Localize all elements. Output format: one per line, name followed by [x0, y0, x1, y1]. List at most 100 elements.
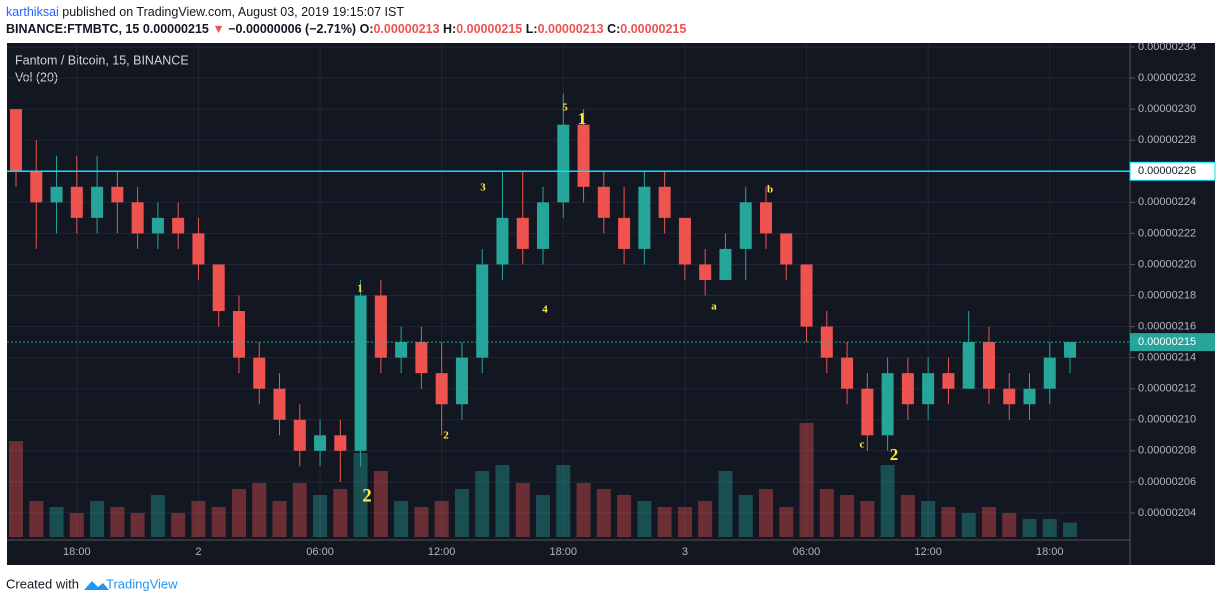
wave-label: 3	[480, 182, 486, 194]
x-tick-label: 12:00	[428, 546, 456, 558]
ohlc: 0.00000215	[620, 22, 687, 36]
candle-body	[962, 342, 975, 389]
x-tick-label: 12:00	[914, 546, 942, 558]
volume-bar	[840, 495, 855, 537]
y-tick-label: 0.00000224	[1138, 196, 1196, 208]
ohlc: 0.00000213	[537, 22, 604, 36]
candle-body	[212, 264, 225, 312]
wave-label: 2	[362, 485, 372, 506]
candle-body	[10, 109, 22, 172]
volume-bar	[819, 489, 834, 537]
candle-body	[70, 186, 83, 218]
candle-body	[172, 217, 185, 234]
volume-bar	[191, 501, 206, 537]
candle-body	[678, 217, 691, 265]
wave-label: c	[860, 439, 865, 451]
volume-bar	[698, 501, 713, 537]
candle-body	[820, 326, 833, 358]
volume-bar	[414, 507, 429, 537]
candle-body	[273, 388, 286, 420]
author[interactable]: karthiksai	[6, 5, 59, 19]
candle-body	[759, 202, 772, 234]
wave-label: b	[767, 184, 773, 196]
volume-bar	[880, 465, 895, 537]
candle-body	[942, 373, 955, 389]
arrow: ▼	[212, 22, 225, 36]
candle-body	[435, 373, 448, 405]
candle-body	[1043, 357, 1056, 389]
y-tick-label: 0.00000218	[1138, 289, 1196, 301]
wave-label: 5	[562, 102, 568, 114]
volume-bar	[90, 501, 105, 537]
chart-title: Fantom / Bitcoin, 15, BINANCE	[15, 53, 189, 67]
volume-bar	[677, 507, 692, 537]
candle-body	[253, 357, 266, 389]
header-line-1: karthiksai published on TradingView.com,…	[6, 5, 404, 19]
logo	[84, 581, 109, 590]
x-tick-label: 18:00	[63, 546, 91, 558]
candle-body	[496, 217, 509, 265]
candle-body	[922, 373, 935, 405]
candle-body	[537, 202, 550, 249]
volume-bar	[860, 501, 875, 537]
volume-bar	[617, 495, 632, 537]
volume-bar	[556, 465, 571, 537]
volume-bar	[49, 507, 64, 537]
label: C:	[607, 22, 621, 36]
price-label: 0.00000226	[1138, 165, 1196, 177]
candle-body	[91, 186, 104, 218]
wave-label: 2	[443, 430, 449, 442]
volume-label: Vol (20)	[15, 70, 58, 84]
y-tick-label: 0.00000204	[1138, 507, 1196, 519]
wave-label: a	[711, 301, 717, 313]
volume-bar	[130, 513, 145, 537]
candle-body	[151, 217, 164, 234]
volume-bar	[637, 501, 652, 537]
volume-bar	[252, 483, 267, 537]
volume-bar	[454, 489, 469, 537]
wave-label: 4	[542, 304, 548, 316]
volume-bar	[475, 471, 490, 537]
x-tick-label: 2	[195, 546, 201, 558]
candle-body	[232, 311, 245, 358]
volume-bar	[900, 495, 915, 537]
y-tick-label: 0.00000216	[1138, 320, 1196, 332]
x-tick-label: 06:00	[306, 546, 334, 558]
chart-bg	[7, 43, 1215, 565]
volume-bar	[353, 453, 368, 537]
price-label: 0.00000215	[1138, 336, 1196, 348]
x-tick-label: 3	[682, 546, 688, 558]
candle-body	[597, 186, 610, 218]
y-tick-label: 0.00000228	[1138, 134, 1196, 146]
candle-body	[577, 124, 590, 187]
price: 0.00000215	[142, 22, 209, 36]
footer-created: Created with	[6, 576, 79, 591]
candle-body	[314, 435, 327, 451]
ohlc: 0.00000215	[456, 22, 523, 36]
volume-bar	[150, 495, 165, 537]
label: O:	[359, 22, 374, 36]
wave-label: 1	[578, 109, 587, 128]
published: published on TradingView.com, August 03,…	[62, 5, 404, 19]
volume-bar	[1063, 522, 1078, 537]
candle-body	[881, 373, 894, 436]
volume-bar	[576, 483, 591, 537]
y-tick-label: 0.00000214	[1138, 352, 1196, 364]
volume-bar	[110, 507, 125, 537]
candle-body	[374, 295, 387, 358]
volume-bar	[313, 495, 328, 537]
x-tick-label: 18:00	[550, 546, 578, 558]
footer-brand[interactable]: TradingView	[106, 576, 178, 591]
candle-body	[50, 186, 63, 203]
candle-body	[192, 233, 205, 265]
header-line-2: BINANCE:FTMBTC, 15 0.00000215 ▼ −0.00000…	[6, 22, 686, 36]
candle-body	[841, 357, 854, 389]
volume-bar	[394, 501, 409, 537]
candle-body	[719, 248, 732, 280]
price-box	[1130, 333, 1215, 352]
y-tick-label: 0.00000222	[1138, 227, 1196, 239]
candle-body	[557, 124, 570, 203]
y-tick-label: 0.00000232	[1138, 72, 1196, 84]
